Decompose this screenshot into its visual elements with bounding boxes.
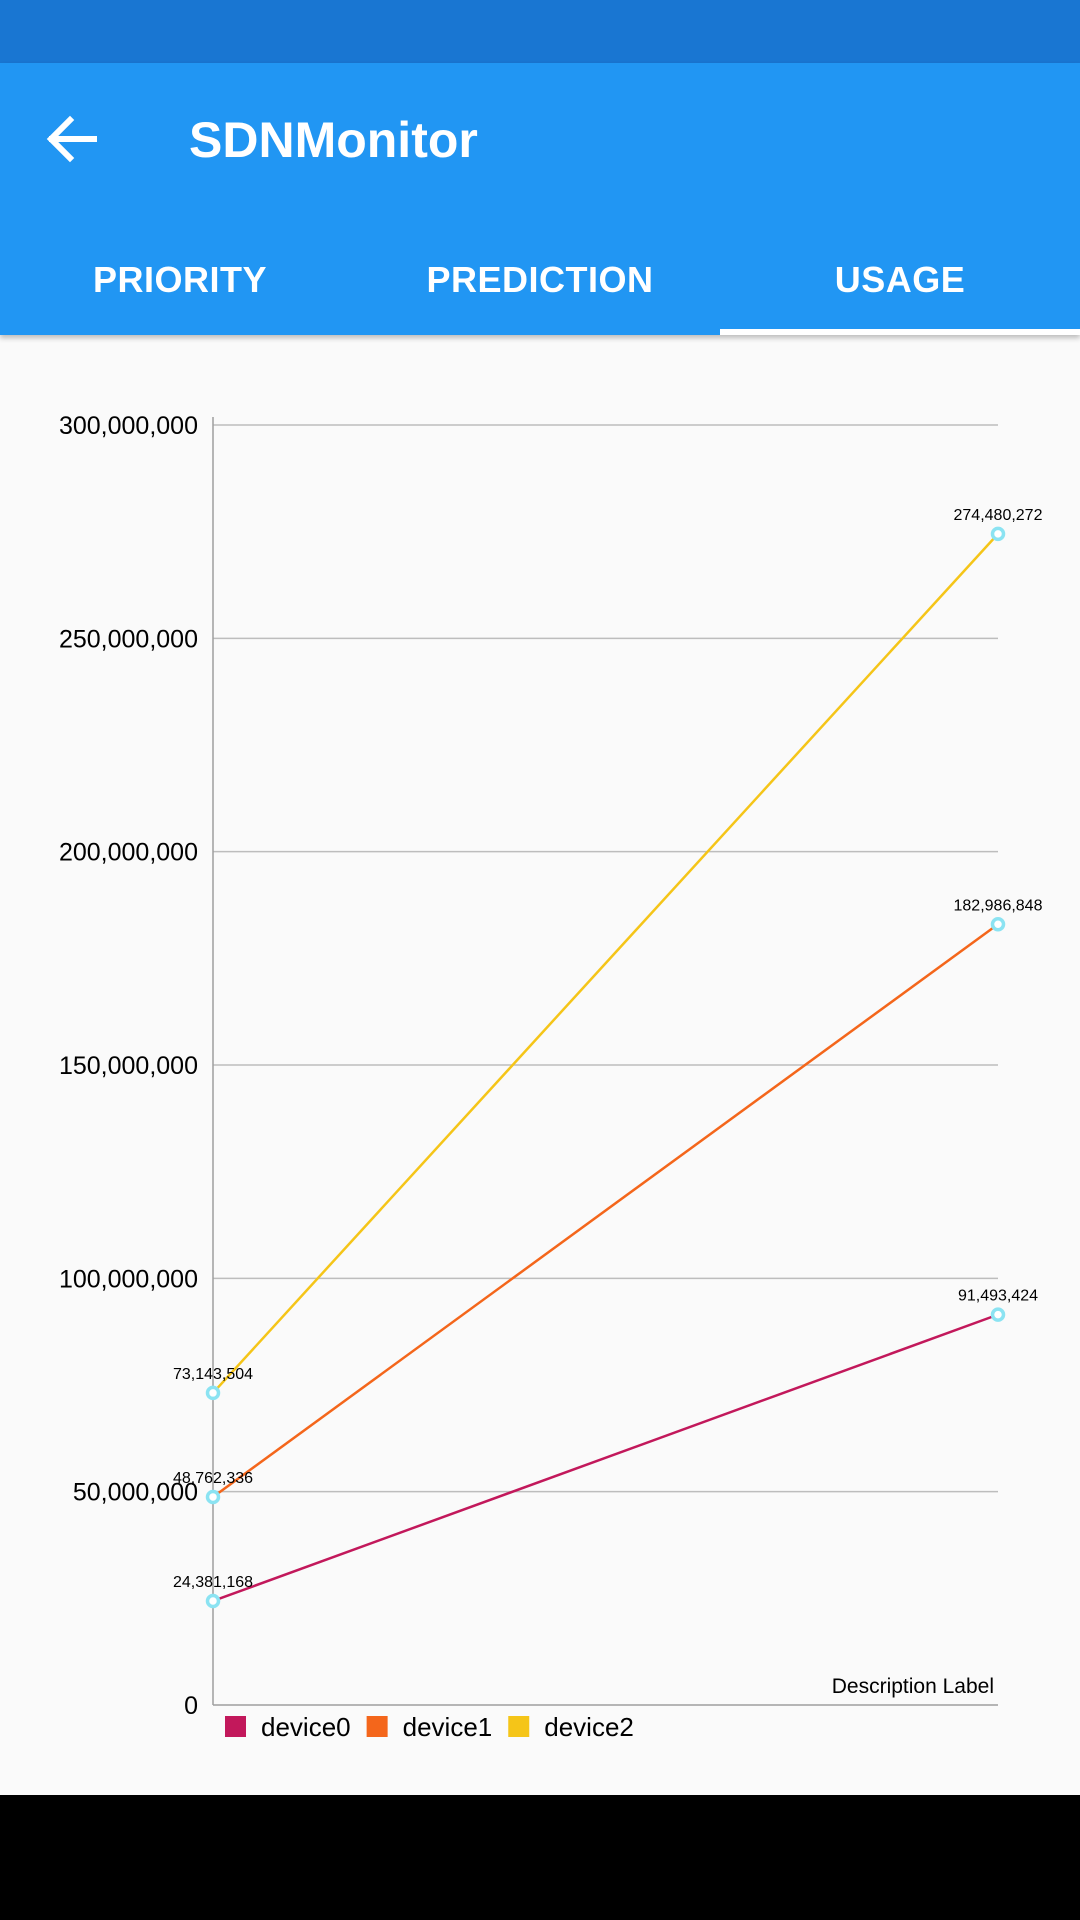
data-point-device0[interactable] (205, 1593, 221, 1609)
y-tick-label: 100,000,000 (59, 1265, 198, 1293)
series-line-device0 (212, 1313, 999, 1603)
app-bar: SDNMonitor PRIORITY PREDICTION USAGE (0, 63, 1080, 335)
data-point-device0[interactable] (990, 1307, 1006, 1322)
data-value-label: 48,762,336 (173, 1470, 253, 1487)
arrow-back-icon (46, 115, 97, 163)
back-button[interactable] (36, 103, 108, 175)
y-tick-label: 300,000,000 (59, 412, 198, 440)
description-label: Description Label (832, 1675, 994, 1698)
legend-label-device0: device0 (261, 1712, 351, 1742)
tab-priority[interactable]: PRIORITY (92, 259, 267, 300)
series-line-device2 (212, 533, 999, 1394)
legend-swatch-device1 (366, 1716, 388, 1737)
series-line-device1 (212, 923, 999, 1498)
data-point-device1[interactable] (990, 917, 1006, 932)
data-value-label: 91,493,424 (958, 1288, 1038, 1305)
legend-swatch-device0 (225, 1716, 246, 1737)
data-value-label: 24,381,168 (173, 1574, 253, 1591)
data-point-device2[interactable] (205, 1385, 221, 1401)
y-tick-label: 200,000,000 (59, 839, 198, 867)
y-tick-label: 150,000,000 (59, 1052, 198, 1080)
data-value-label: 73,143,504 (173, 1366, 253, 1383)
navigation-bar (0, 1795, 1080, 1920)
usage-chart[interactable]: 0 50,000,000 100,000,000 150,000,000 200,000… (0, 335, 1080, 1795)
data-value-label: 274,480,272 (954, 507, 1043, 524)
legend-swatch-device2 (508, 1716, 530, 1737)
data-value-label: 182,986,848 (954, 897, 1043, 914)
tab-prediction[interactable]: PREDICTION (426, 259, 654, 300)
y-tick-label: 50,000,000 (73, 1479, 198, 1507)
y-tick-label: 0 (184, 1692, 198, 1720)
tab-usage[interactable]: USAGE (720, 225, 1080, 335)
status-bar (0, 0, 1080, 63)
page-title: SDNMonitor (189, 112, 478, 168)
data-point-device1[interactable] (205, 1489, 221, 1505)
y-tick-label: 250,000,000 (59, 625, 198, 653)
tab-bar: PRIORITY PREDICTION USAGE (0, 225, 1080, 335)
legend-label-device2: device2 (544, 1712, 634, 1742)
data-point-device2[interactable] (990, 526, 1006, 542)
usage-line-chart[interactable]: 0 50,000,000 100,000,000 150,000,000 200,000… (0, 335, 1080, 1795)
legend-label-device1: device1 (403, 1712, 493, 1742)
